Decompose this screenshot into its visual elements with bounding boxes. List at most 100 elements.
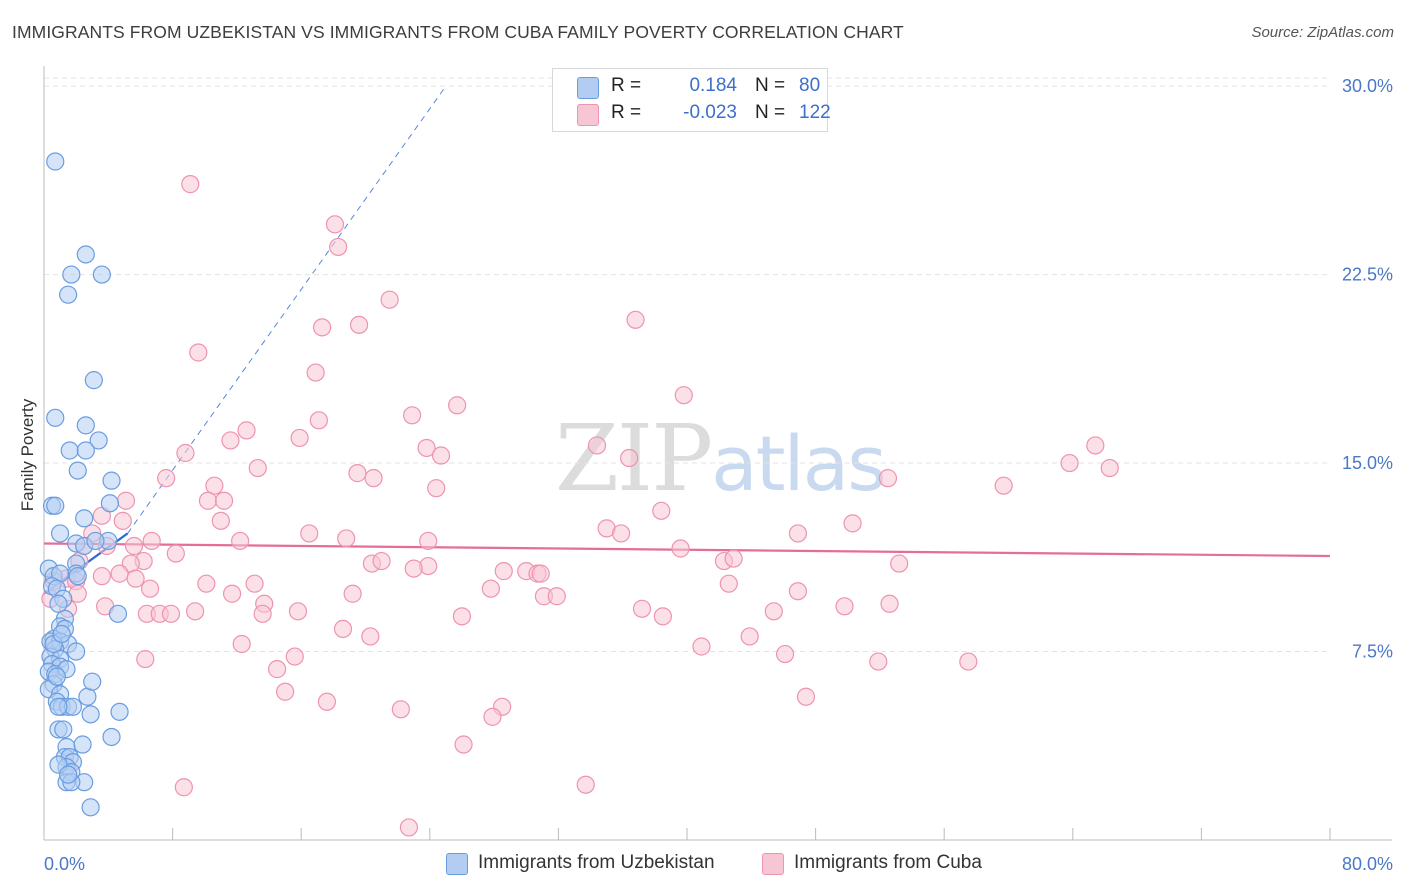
cuba-point xyxy=(692,637,711,656)
legend-swatch-cuba xyxy=(577,104,599,126)
uzbekistan-point xyxy=(49,697,68,716)
uzbekistan-point xyxy=(47,667,66,686)
cuba-point xyxy=(427,479,446,498)
cuba-point xyxy=(1086,436,1105,455)
cuba-point xyxy=(300,524,319,543)
series-cuba-points xyxy=(41,175,1119,837)
uzbekistan-point xyxy=(68,567,87,586)
cuba-point xyxy=(231,531,250,551)
cuba-point xyxy=(417,438,436,458)
cuba-point xyxy=(652,501,671,520)
cuba-point xyxy=(126,569,145,588)
legend-swatch-uzbekistan xyxy=(577,77,599,99)
cuba-point xyxy=(245,574,264,593)
legend-r-label: R = xyxy=(611,102,642,123)
legend-n-value: 80 xyxy=(799,75,821,96)
cuba-point xyxy=(890,554,909,573)
cuba-point xyxy=(531,564,550,583)
cuba-point xyxy=(348,464,367,483)
uzbekistan-point xyxy=(46,408,65,427)
cuba-point xyxy=(372,551,391,571)
uzbekistan-point xyxy=(62,265,81,284)
series-legend: Immigrants from Uzbekistan Immigrants fr… xyxy=(0,852,1406,878)
uzbekistan-point xyxy=(78,687,97,706)
cuba-point xyxy=(161,604,181,623)
cuba-point xyxy=(404,559,423,578)
uzbekistan-point xyxy=(92,265,111,284)
cuba-point xyxy=(587,436,607,455)
cuba-point xyxy=(481,579,500,598)
cuba-point xyxy=(494,562,513,581)
y-tick-label: 15.0% xyxy=(1342,453,1393,473)
cuba-point xyxy=(724,549,743,568)
cuba-point xyxy=(775,644,795,664)
legend-swatch-uzbekistan xyxy=(446,853,468,875)
cuba-point xyxy=(181,175,200,194)
cuba-point xyxy=(547,587,566,606)
legend-label-cuba: Immigrants from Cuba xyxy=(794,852,982,873)
cuba-point xyxy=(142,531,161,551)
legend-n-value: 122 xyxy=(799,102,831,123)
cuba-point xyxy=(113,511,132,530)
uzbekistan-point xyxy=(59,285,78,304)
x-tick-label: 0.0% xyxy=(44,854,85,874)
cuba-point xyxy=(835,597,854,616)
uzbekistan-point xyxy=(108,604,128,623)
cuba-point xyxy=(674,386,693,405)
cuba-point xyxy=(312,318,332,337)
uzbekistan-point xyxy=(46,152,65,171)
cuba-point xyxy=(403,406,422,425)
uzbekistan-point xyxy=(75,509,94,528)
uzbekistan-point xyxy=(67,642,86,661)
uzbekistan-point xyxy=(60,441,79,460)
cuba-point xyxy=(843,514,862,533)
gridlines xyxy=(44,77,1330,653)
cuba-point xyxy=(399,818,419,837)
uzbekistan-point xyxy=(54,720,73,739)
cuba-point xyxy=(349,315,369,334)
uzbekistan-point xyxy=(83,672,102,691)
cuba-point xyxy=(343,584,362,603)
cuba-point xyxy=(452,607,472,626)
cuba-point xyxy=(253,604,272,623)
cuba-point xyxy=(290,428,309,448)
cuba-point xyxy=(222,584,242,603)
cuba-point xyxy=(211,511,230,530)
cuba-point xyxy=(632,599,652,618)
cuba-point xyxy=(237,421,256,440)
cuba-point xyxy=(878,469,898,488)
cuba-point xyxy=(361,627,380,646)
cuba-point xyxy=(186,602,205,621)
uzbekistan-point xyxy=(73,735,92,754)
uzbekistan-point xyxy=(100,494,120,513)
cuba-point xyxy=(796,687,816,706)
cuba-point xyxy=(110,564,129,583)
legend-n-label: N = xyxy=(755,75,786,96)
cuba-point xyxy=(124,536,144,556)
cuba-point xyxy=(288,602,308,621)
legend-label-uzbekistan: Immigrants from Uzbekistan xyxy=(478,852,715,873)
cuba-point xyxy=(306,363,325,382)
x-tick-label: 80.0% xyxy=(1342,854,1393,874)
cuba-point xyxy=(671,539,690,558)
cuba-point xyxy=(197,574,216,593)
cuba-point xyxy=(719,574,738,593)
trend-lines xyxy=(43,85,1331,595)
series-uzbekistan-points xyxy=(39,152,129,817)
cuba-point xyxy=(276,682,295,701)
uzbekistan-point xyxy=(50,524,70,543)
cuba-point xyxy=(788,582,808,601)
cuba-point xyxy=(869,652,888,671)
cuba-point xyxy=(214,491,234,510)
cuba-point xyxy=(653,607,672,626)
legend-r-label: R = xyxy=(611,75,642,96)
axes xyxy=(43,66,1392,841)
uzbekistan-point xyxy=(110,702,129,721)
cuba-point xyxy=(576,775,595,794)
cuba-point xyxy=(285,647,304,666)
uzbekistan-point xyxy=(84,371,103,390)
cuba-point xyxy=(611,524,631,543)
uzbekistan-point xyxy=(68,461,87,480)
cuba-point xyxy=(205,476,224,495)
cuba-point xyxy=(157,469,176,488)
